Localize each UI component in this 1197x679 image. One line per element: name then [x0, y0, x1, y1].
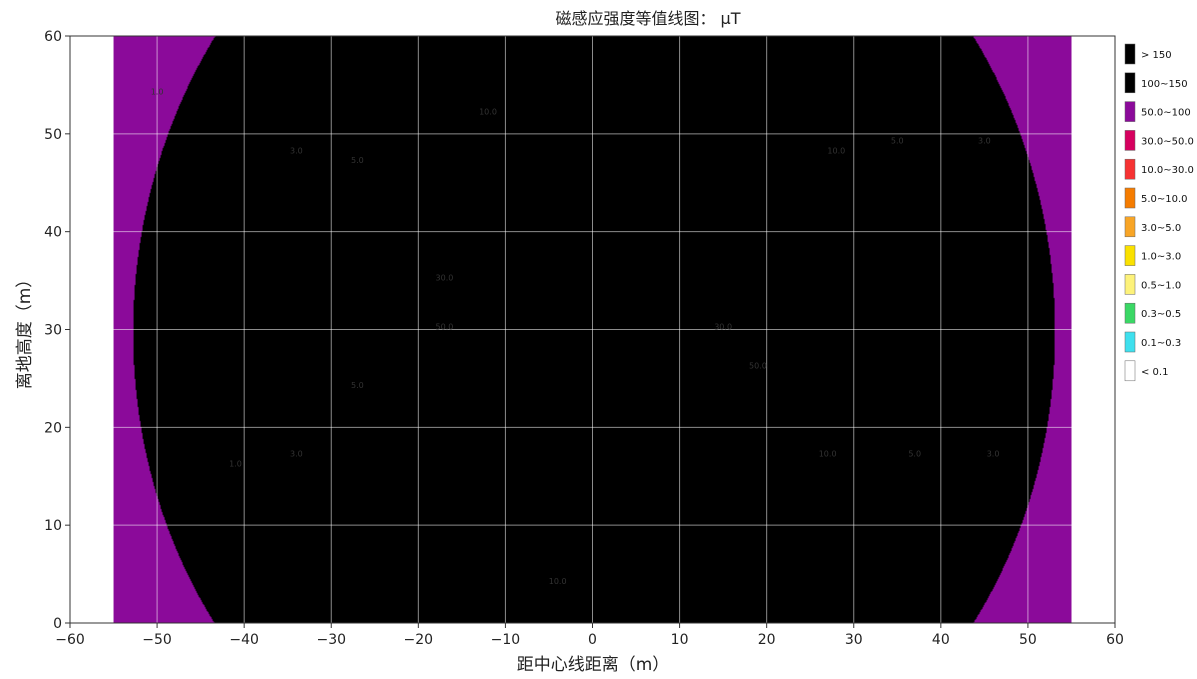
legend-label: 5.0~10.0 [1141, 194, 1188, 205]
x-tick-label: 0 [588, 632, 597, 648]
y-tick-label: 10 [44, 518, 62, 534]
x-tick-label: 20 [758, 632, 776, 648]
contour-value-label: 30.0 [714, 323, 732, 332]
contour-value-label: 5.0 [908, 450, 921, 459]
contour-value-label: 5.0 [351, 156, 364, 165]
x-tick-label: −60 [55, 632, 85, 648]
x-tick-label: 10 [671, 632, 689, 648]
legend-label: 50.0~100 [1141, 108, 1191, 119]
x-tick-label: −20 [404, 632, 434, 648]
legend-label: 30.0~50.0 [1141, 136, 1194, 147]
contour-value-label: 50.0 [749, 362, 767, 371]
chart-title: 磁感应强度等值线图： μT [555, 9, 740, 28]
x-axis-title: 距中心线距离（m） [517, 655, 670, 675]
x-tick-label: 60 [1106, 632, 1124, 648]
y-tick-label: 20 [44, 420, 62, 436]
legend: > 150 100~150 50.0~100 30.0~50.0 10.0~30.0 5.… [1124, 43, 1194, 382]
legend-swatch [1124, 43, 1136, 65]
contour-value-label: 5.0 [351, 381, 364, 390]
legend-swatch [1124, 158, 1136, 180]
x-tick-label: 50 [1019, 632, 1037, 648]
y-axis-title: 离地高度（m） [15, 271, 35, 390]
contour-value-label: 3.0 [978, 137, 991, 146]
legend-swatch [1124, 130, 1136, 151]
legend-swatch [1124, 216, 1136, 238]
legend-swatch [1124, 331, 1136, 353]
legend-label: 1.0~3.0 [1141, 252, 1181, 263]
contour-value-label: 10.0 [479, 107, 497, 116]
legend-swatch [1124, 245, 1136, 266]
legend-label: > 150 [1141, 50, 1172, 61]
legend-swatch [1124, 101, 1136, 122]
y-tick-label: 30 [44, 323, 62, 339]
contour-value-label: 5.0 [891, 137, 904, 146]
legend-label: 0.5~1.0 [1141, 280, 1181, 291]
legend-label: 100~150 [1141, 79, 1188, 90]
legend-label: 0.3~0.5 [1141, 309, 1181, 320]
legend-swatch [1124, 72, 1136, 94]
x-tick-label: −40 [229, 632, 259, 648]
legend-swatch [1124, 302, 1136, 324]
contour-value-label: 50.0 [436, 323, 454, 332]
y-tick-label: 40 [44, 225, 62, 241]
contour-value-label: 3.0 [290, 146, 303, 155]
contour-value-label: 10.0 [827, 146, 845, 155]
legend-label: 10.0~30.0 [1141, 165, 1194, 176]
contour-value-label: 30.0 [436, 274, 454, 283]
x-tick-label: −30 [316, 632, 346, 648]
axes-layer: −60 −50 −40 −30 −20 −10 0 10 20 30 40 50 60 0 10 20 30 40… [44, 29, 1124, 648]
legend-swatch [1124, 360, 1136, 382]
y-tick-label: 50 [44, 127, 62, 143]
contour-value-label: 3.0 [987, 450, 1000, 459]
x-tick-label: −50 [142, 632, 172, 648]
contour-value-label: 3.0 [290, 450, 303, 459]
contour-value-label: 10.0 [819, 450, 837, 459]
y-tick-label: 0 [53, 616, 62, 632]
legend-label: 0.1~0.3 [1141, 338, 1181, 349]
x-tick-label: 30 [845, 632, 863, 648]
legend-label: < 0.1 [1141, 367, 1168, 378]
contour-value-label: 10.0 [549, 577, 567, 586]
x-tick-label: 40 [932, 632, 950, 648]
legend-swatch [1124, 187, 1136, 209]
legend-swatch [1124, 274, 1136, 295]
x-tick-label: −10 [491, 632, 521, 648]
contour-value-label: 1.0 [151, 88, 164, 97]
contour-value-label: 1.0 [229, 459, 242, 468]
y-tick-label: 60 [44, 29, 62, 45]
legend-label: 3.0~5.0 [1141, 223, 1181, 234]
